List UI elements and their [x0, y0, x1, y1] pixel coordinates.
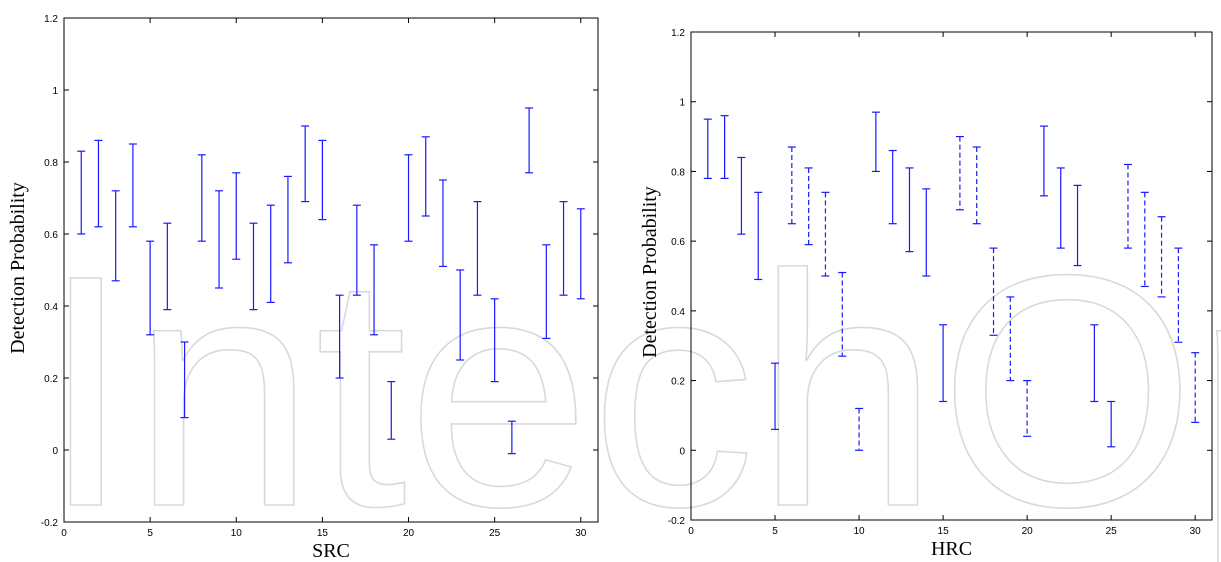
x-axis-label: HRC	[931, 538, 972, 560]
x-tick-label: 0	[688, 526, 694, 537]
y-tick-label: 0.2	[671, 377, 685, 388]
hrc-chart: 0 5 10 15 20 25 30-0.200.20.40.60.811.2HRCDete…	[639, 28, 1213, 560]
x-tick-label: 5	[147, 528, 153, 539]
x-tick-label: 25	[489, 528, 501, 539]
plot-frame	[690, 31, 1213, 521]
y-tick-label: 0	[679, 446, 685, 457]
y-tick-label: 0.8	[671, 167, 685, 178]
x-tick-label: 15	[317, 528, 329, 539]
y-axis-label: Detection Probability	[639, 186, 661, 358]
x-tick-label: 15	[938, 526, 950, 537]
y-tick-label: 0.4	[44, 302, 58, 313]
y-tick-label: 0.6	[44, 230, 58, 241]
x-tick-label: 20	[403, 528, 415, 539]
y-tick-label: 0.6	[671, 237, 685, 248]
y-tick-label: 0	[52, 446, 58, 457]
x-tick-label: 5	[772, 526, 778, 537]
src-chart: 0 5 10 15 20 25 30-0.200.20.40.60.811.2SRCDete…	[7, 14, 599, 562]
x-axis-label: SRC	[312, 540, 350, 562]
x-tick-label: 0	[61, 528, 67, 539]
plot-frame	[63, 17, 599, 523]
x-tick-label: 10	[854, 526, 866, 537]
y-tick-label: 0.8	[44, 158, 58, 169]
y-tick-label: -0.2	[41, 518, 59, 529]
x-tick-label: 10	[231, 528, 243, 539]
x-tick-label: 30	[575, 528, 587, 539]
x-tick-label: 20	[1022, 526, 1034, 537]
y-tick-label: -0.2	[668, 516, 686, 527]
y-tick-label: 1.2	[44, 14, 58, 25]
y-tick-label: 1	[52, 86, 58, 97]
y-tick-label: 0.2	[44, 374, 58, 385]
y-tick-label: 0.4	[671, 307, 685, 318]
watermark-text: IntechOpen	[40, 206, 1221, 562]
y-axis-label: Detection Probability	[7, 182, 29, 354]
x-tick-label: 25	[1106, 526, 1118, 537]
y-tick-label: 1.2	[671, 28, 685, 39]
x-tick-label: 30	[1190, 526, 1202, 537]
y-tick-label: 1	[679, 98, 685, 109]
